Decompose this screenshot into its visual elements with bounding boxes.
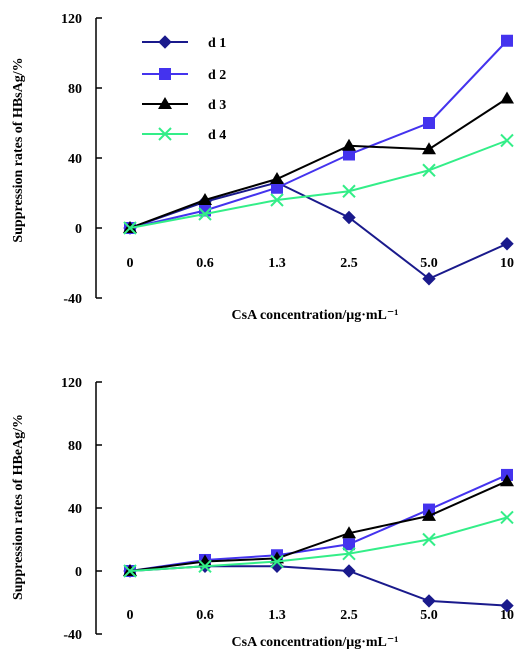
data-point-d3 xyxy=(500,474,514,487)
x-tick-label: 10 xyxy=(500,608,514,623)
legend-label: d 3 xyxy=(208,98,226,113)
data-point-d1 xyxy=(422,594,436,608)
data-point-d4 xyxy=(422,163,436,177)
legend-label: d 4 xyxy=(208,128,226,143)
legend: d 1 d 2 d 3 d 4 xyxy=(142,35,226,143)
data-point-d3 xyxy=(198,193,212,205)
x-axis-label: CsA concentration/μg·mL⁻¹ xyxy=(232,635,399,650)
data-point-d2 xyxy=(423,117,435,129)
data-point-d1 xyxy=(342,564,356,578)
series-line-d3 xyxy=(129,480,508,572)
legend-marker xyxy=(159,68,171,80)
x-tick-label: 1.3 xyxy=(268,608,286,623)
legend-marker xyxy=(158,97,172,109)
legend-label: d 1 xyxy=(208,36,226,51)
y-tick-label: 0 xyxy=(75,222,82,237)
x-tick-label: 2.5 xyxy=(340,256,358,271)
x-tick-label: 5.0 xyxy=(420,608,438,623)
data-point-d3 xyxy=(422,142,436,155)
legend-marker xyxy=(158,35,172,49)
data-point-d4 xyxy=(500,510,514,525)
y-tick-label: -40 xyxy=(63,292,82,307)
data-point-d3 xyxy=(270,172,284,184)
data-point-d4 xyxy=(198,207,212,221)
data-point-d3 xyxy=(422,508,436,521)
y-tick-label: 40 xyxy=(68,152,82,167)
data-point-d4 xyxy=(123,221,137,235)
series-line-d4 xyxy=(129,139,508,229)
legend-marker xyxy=(158,127,172,141)
data-point-d4 xyxy=(342,546,356,561)
data-point-d2 xyxy=(501,34,513,47)
series-line-d1 xyxy=(129,565,508,607)
data-point-d2 xyxy=(271,181,283,194)
y-tick-label: 0 xyxy=(75,565,82,580)
data-point-d4 xyxy=(270,554,284,569)
data-point-d1 xyxy=(422,272,436,286)
y-tick-label: 80 xyxy=(68,439,82,454)
y-axis-label: Suppression rates of HBsAg/% xyxy=(11,57,26,242)
y-axis-label: Suppression rates of HBeAg/% xyxy=(11,414,26,600)
chart-hbsag: Suppression rates of HBsAg/% CsA concent… xyxy=(11,12,514,323)
data-point-d1 xyxy=(342,210,356,225)
data-point-d4 xyxy=(123,564,137,578)
x-tick-label: 10 xyxy=(500,256,514,271)
y-tick-label: 80 xyxy=(68,82,82,97)
x-axis-label: CsA concentration/μg·mL⁻¹ xyxy=(232,308,399,323)
data-point-d3 xyxy=(342,138,356,151)
x-tick-label: 5.0 xyxy=(420,256,438,271)
x-tick-label: 1.3 xyxy=(268,256,286,271)
y-tick-label: 120 xyxy=(61,376,82,391)
data-point-d4 xyxy=(198,559,212,573)
data-point-d2 xyxy=(343,148,355,161)
x-tick-label: 0 xyxy=(127,608,134,623)
data-point-d1 xyxy=(500,237,514,251)
data-point-d2 xyxy=(343,538,355,551)
series-line-d2 xyxy=(129,40,508,229)
series-line-d1 xyxy=(129,181,508,280)
data-point-d3 xyxy=(342,526,356,539)
y-tick-label: 40 xyxy=(68,502,82,517)
y-tick-label: 120 xyxy=(61,12,82,27)
y-tick-label: -40 xyxy=(63,628,82,643)
chart-hbeag: Suppression rates of HBeAg/% CsA concent… xyxy=(11,376,514,650)
x-tick-label: 0 xyxy=(127,256,134,271)
data-point-d4 xyxy=(500,133,514,148)
legend-label: d 2 xyxy=(208,68,226,83)
data-point-d3 xyxy=(500,91,514,104)
series-line-d4 xyxy=(129,516,508,572)
x-tick-label: 0.6 xyxy=(196,256,214,271)
data-point-d4 xyxy=(270,193,284,207)
x-tick-label: 0.6 xyxy=(196,608,214,623)
data-point-d4 xyxy=(342,184,356,198)
data-point-d1 xyxy=(500,598,514,613)
series-line-d2 xyxy=(129,474,508,572)
data-point-d4 xyxy=(422,532,436,547)
series-line-d3 xyxy=(129,97,508,229)
x-tick-label: 2.5 xyxy=(340,608,358,623)
